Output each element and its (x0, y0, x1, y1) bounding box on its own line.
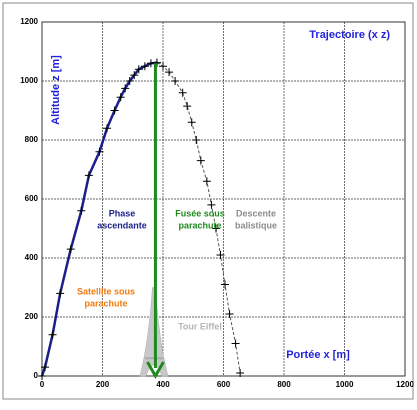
point-marker (202, 177, 211, 186)
y-tick-label: 600 (25, 194, 39, 203)
annotation: Tour Eiffel (178, 321, 222, 331)
point-marker (121, 84, 130, 93)
annotation: Fusée sous (175, 208, 225, 218)
point-marker (103, 124, 112, 133)
point-marker (134, 65, 143, 74)
point-marker (77, 206, 86, 215)
point-marker (56, 289, 65, 298)
point-marker (125, 77, 134, 85)
point-marker (95, 147, 104, 156)
y-tick-label: 0 (34, 371, 39, 380)
x-tick-label: 400 (156, 380, 170, 389)
annotation: Descente (236, 208, 276, 218)
point-marker (116, 93, 125, 102)
point-marker (140, 62, 149, 71)
point-marker (225, 310, 234, 319)
point-marker (183, 102, 192, 111)
point-marker (48, 330, 57, 339)
point-marker (84, 171, 93, 180)
y-tick-label: 1000 (20, 76, 38, 85)
point-marker (110, 106, 119, 115)
chart-frame (2, 2, 414, 400)
annotation: parachute (84, 298, 127, 308)
x-tick-label: 600 (217, 380, 231, 389)
y-tick-label: 200 (25, 312, 39, 321)
point-marker (152, 58, 161, 67)
x-tick-label: 0 (40, 380, 45, 389)
point-marker (196, 156, 205, 165)
point-marker (130, 71, 139, 80)
x-tick-label: 200 (96, 380, 110, 389)
point-marker (41, 363, 50, 372)
y-tick-label: 800 (25, 135, 39, 144)
point-marker (187, 118, 196, 127)
point-marker (165, 68, 174, 77)
annotation: parachute (178, 220, 221, 230)
point-marker (192, 136, 201, 144)
point-marker (38, 372, 46, 380)
point-marker (178, 88, 187, 97)
x-axis-label: Portée x [m] (286, 349, 350, 361)
point-marker (207, 200, 216, 209)
chart-title: Trajectoire (x z) (309, 29, 390, 41)
annotation: balistique (235, 220, 277, 230)
y-tick-label: 400 (25, 253, 39, 262)
annotation: Phase (109, 208, 136, 218)
y-tick-label: 1200 (20, 17, 38, 26)
point-marker (221, 280, 230, 289)
point-marker (66, 245, 75, 254)
x-tick-label: 1200 (396, 380, 414, 389)
plot-area (41, 21, 406, 377)
annotation: ascendante (97, 220, 147, 230)
point-marker (216, 251, 225, 260)
x-tick-label: 800 (277, 380, 291, 389)
x-tick-label: 1000 (336, 380, 354, 389)
point-marker (211, 224, 220, 233)
arrow-head (146, 361, 165, 380)
point-marker (159, 62, 167, 71)
point-marker (171, 77, 180, 85)
y-axis-label: Altitude z [m] (50, 55, 62, 125)
point-marker (146, 59, 155, 68)
annotation: Satellite sous (77, 286, 135, 296)
point-marker (231, 339, 240, 348)
point-marker (236, 369, 245, 378)
